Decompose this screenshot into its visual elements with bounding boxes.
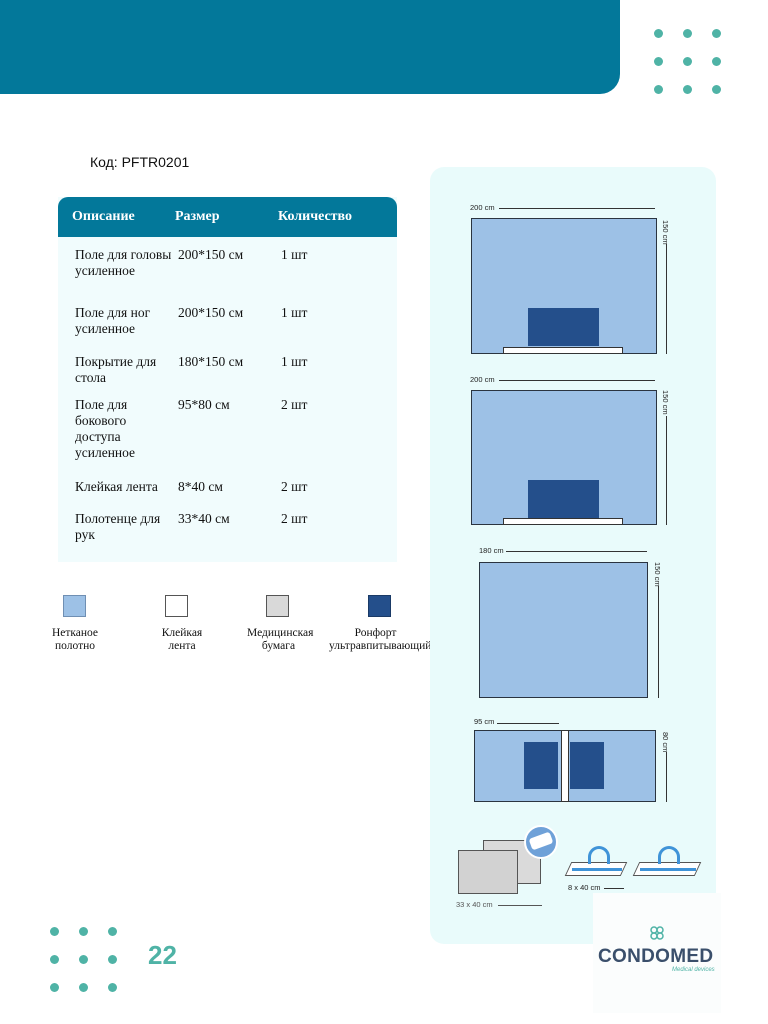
row-quantity: 2 шт	[281, 511, 308, 526]
side-drape-absorbent-left	[524, 742, 558, 789]
row-description: Клейкая лента	[75, 479, 158, 494]
spec-table: Описание Размер Количество Поле для голо…	[58, 197, 397, 562]
header-description: Описание	[72, 209, 135, 224]
legend-label-paper: Медицинская бумага	[247, 627, 314, 652]
side-drape-opening	[561, 730, 569, 802]
row-description: Поле для ног усиленное	[75, 305, 151, 336]
header-quantity: Количество	[278, 209, 353, 224]
side-drape-width-arrow	[497, 723, 559, 724]
product-code: Код: PFTR0201	[90, 154, 190, 170]
cover-width-arrow	[506, 551, 647, 552]
row-description: Покрытие для стола	[75, 354, 157, 385]
legend-swatch-paper	[266, 595, 289, 617]
row-description: Полотенце для рук	[75, 511, 161, 542]
legend-label-nonwoven: Нетканое полотно	[51, 627, 99, 652]
drape2-height-label: 150 cm	[661, 390, 670, 415]
row-size: 95*80 см	[178, 397, 230, 412]
tape-size-arrow	[604, 888, 624, 889]
spec-table-header: Описание Размер Количество	[58, 197, 397, 237]
towel-front	[458, 850, 518, 894]
side-drape-height-label: 80 cm	[661, 732, 670, 753]
drape2-height-arrow	[666, 416, 667, 525]
drape2-width-arrow	[499, 380, 655, 381]
brand-tagline: Medical devices	[672, 967, 715, 973]
legend-swatch-tape	[165, 595, 188, 617]
page-number: 22	[148, 940, 177, 970]
side-drape-absorbent-right	[570, 742, 604, 789]
cover-width-label: 180 cm	[479, 546, 504, 555]
row-quantity: 2 шт	[281, 397, 308, 412]
tape-size-label: 8 x 40 cm	[568, 883, 601, 892]
cover-sheet	[479, 562, 648, 698]
row-quantity: 1 шт	[281, 354, 308, 369]
drape1-height-arrow	[666, 244, 667, 354]
row-size: 33*40 см	[178, 511, 230, 526]
legend-swatch-nonwoven	[63, 595, 86, 617]
row-description: Поле для бокового доступа усиленное	[75, 397, 136, 460]
cover-height-arrow	[658, 586, 659, 698]
tape1-curl-icon	[588, 846, 610, 864]
condomed-logo-icon	[650, 926, 664, 940]
drape2-absorbent-area	[528, 480, 599, 518]
cover-height-label: 150 cm	[653, 562, 662, 587]
header-banner	[0, 0, 620, 94]
drape2-tape-strip	[503, 518, 623, 525]
row-size: 180*150 см	[178, 354, 244, 369]
tape2-stripe	[640, 868, 696, 871]
header-size: Размер	[175, 209, 220, 224]
side-drape-width-label: 95 cm	[474, 717, 495, 726]
row-quantity: 1 шт	[281, 305, 308, 320]
side-drape-height-arrow	[666, 752, 667, 802]
legend-label-absorbent: Ронфорт ультравпитывающий	[329, 627, 432, 652]
drape1-width-label: 200 cm	[470, 203, 495, 212]
brand-name: CONDOMED	[598, 946, 714, 967]
legend-swatch-absorbent	[368, 595, 391, 617]
drape2-width-label: 200 cm	[470, 375, 495, 384]
row-quantity: 1 шт	[281, 247, 308, 262]
tape2-curl-icon	[658, 846, 680, 864]
drape1-width-arrow	[499, 208, 655, 209]
drape1-absorbent-area	[528, 308, 599, 346]
row-size: 200*150 см	[178, 247, 244, 262]
decorative-dots-top	[654, 29, 721, 94]
row-quantity: 2 шт	[281, 479, 308, 494]
towel-size-label: 33 x 40 cm	[456, 900, 493, 909]
logo-area	[593, 893, 721, 1013]
towel-size-arrow	[498, 905, 542, 906]
decorative-dots-bottom	[50, 927, 117, 992]
row-size: 200*150 см	[178, 305, 244, 320]
row-size: 8*40 см	[178, 479, 223, 494]
row-description: Поле для головы усиленное	[75, 247, 172, 278]
drape1-height-label: 150 cm	[661, 220, 670, 245]
tape1-stripe	[572, 868, 622, 871]
drape1-tape-strip	[503, 347, 623, 354]
legend-label-tape: Клейкая лента	[161, 627, 203, 652]
